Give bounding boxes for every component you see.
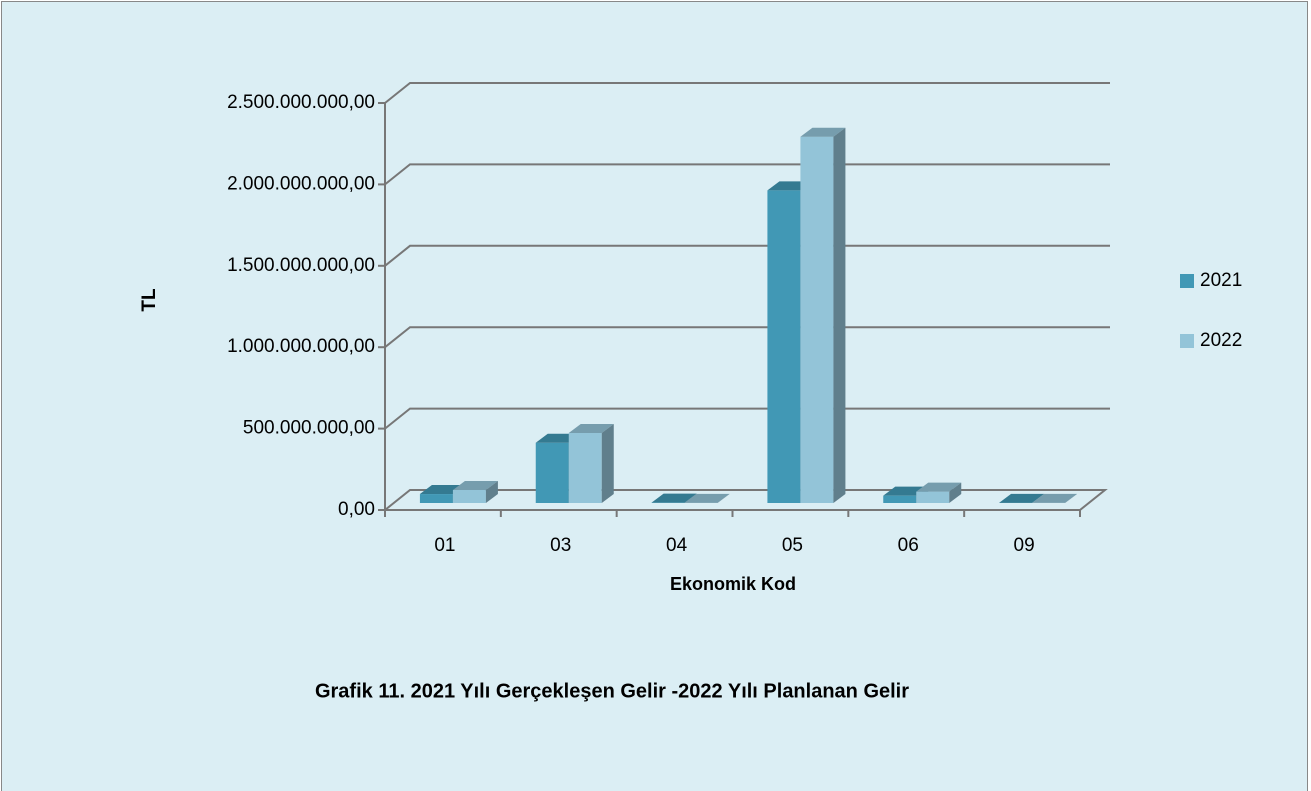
legend-swatch bbox=[1180, 334, 1194, 348]
legend-swatch bbox=[1180, 274, 1194, 288]
grid-line bbox=[384, 163, 1110, 186]
legend-label: 2022 bbox=[1200, 330, 1242, 351]
bar bbox=[767, 190, 801, 503]
grid-line bbox=[384, 407, 1110, 430]
bar-top bbox=[800, 127, 846, 137]
grid-line bbox=[384, 82, 1110, 104]
x-tick-label: 03 bbox=[550, 535, 571, 556]
bar bbox=[800, 136, 834, 503]
bar-side bbox=[485, 480, 498, 503]
bar-top bbox=[916, 482, 962, 492]
y-tick-label: 2.500.000.000,00 bbox=[227, 92, 375, 113]
bar-side bbox=[1065, 493, 1078, 503]
y-tick-label: 2.000.000.000,00 bbox=[227, 173, 375, 194]
bar-side bbox=[833, 127, 846, 503]
bar bbox=[883, 495, 917, 503]
y-axis-title: TL bbox=[139, 288, 160, 312]
bar bbox=[535, 442, 569, 503]
bar-top bbox=[651, 493, 697, 503]
y-tick-label: 1.500.000.000,00 bbox=[227, 255, 375, 276]
bar bbox=[916, 491, 950, 503]
bar-top bbox=[999, 493, 1045, 503]
caption: Grafik 11. 2021 Yılı Gerçekleşen Gelir -… bbox=[315, 680, 909, 702]
x-tick-label: 01 bbox=[434, 535, 455, 556]
legend-label: 2021 bbox=[1200, 270, 1242, 291]
bar-side bbox=[717, 493, 730, 503]
bar bbox=[419, 494, 453, 503]
x-axis-title: Ekonomik Kod bbox=[670, 574, 796, 594]
bar-top bbox=[1032, 493, 1078, 503]
bar-side bbox=[601, 423, 614, 503]
x-tick-label: 09 bbox=[1014, 535, 1035, 556]
bar-top bbox=[568, 423, 614, 433]
x-tick-label: 04 bbox=[666, 535, 688, 556]
bar bbox=[568, 432, 602, 503]
bar-top bbox=[684, 493, 730, 503]
x-tick-label: 05 bbox=[782, 535, 803, 556]
y-tick-label: 0,00 bbox=[338, 499, 375, 520]
y-tick-label: 500.000.000,00 bbox=[243, 418, 375, 439]
bar-side bbox=[949, 482, 962, 503]
x-tick-label: 06 bbox=[898, 535, 919, 556]
grid-line bbox=[384, 244, 1110, 267]
bar-top bbox=[452, 480, 498, 490]
grid-line bbox=[384, 326, 1110, 348]
y-tick-label: 1.000.000.000,00 bbox=[227, 336, 375, 357]
bar bbox=[452, 489, 486, 503]
